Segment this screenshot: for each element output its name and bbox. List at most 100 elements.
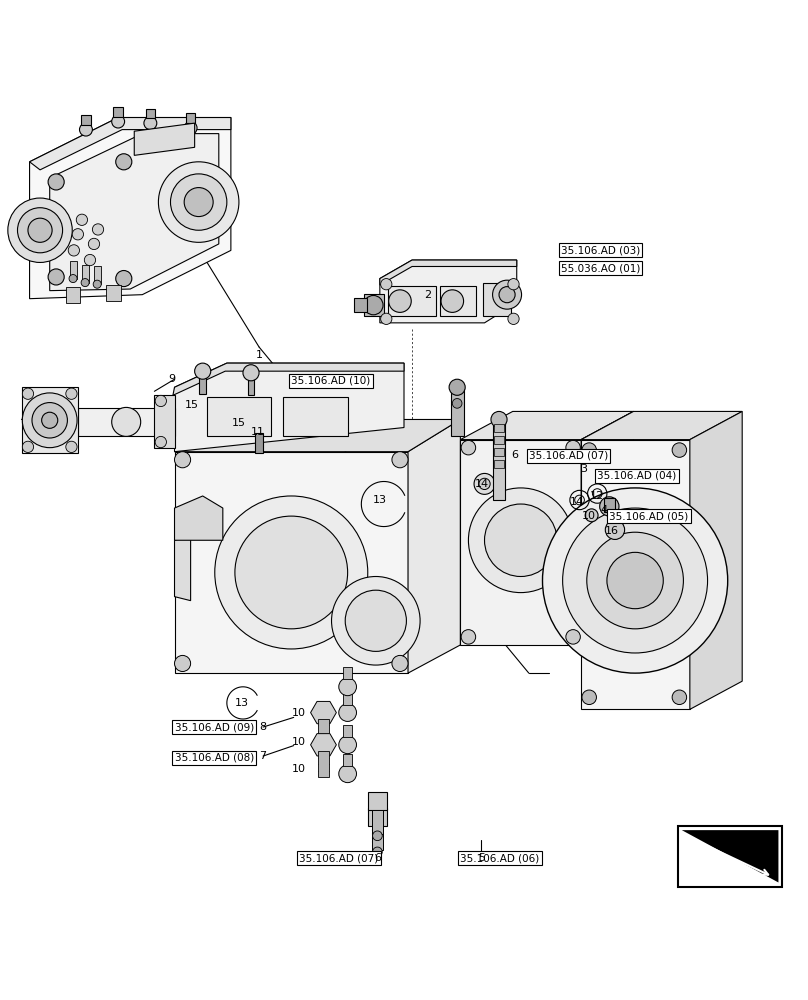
Polygon shape <box>154 395 175 448</box>
Bar <box>494 436 504 444</box>
Circle shape <box>116 154 132 170</box>
Bar <box>343 754 352 766</box>
Circle shape <box>441 290 464 312</box>
Circle shape <box>235 516 347 629</box>
Circle shape <box>79 123 92 136</box>
Text: 14: 14 <box>570 497 584 507</box>
Circle shape <box>339 678 356 696</box>
Circle shape <box>184 122 197 134</box>
Polygon shape <box>310 701 336 724</box>
Circle shape <box>600 497 619 516</box>
Bar <box>494 460 504 468</box>
Circle shape <box>461 440 476 455</box>
Circle shape <box>479 478 490 490</box>
Bar <box>494 448 504 456</box>
Circle shape <box>88 238 99 250</box>
Circle shape <box>381 279 392 290</box>
Polygon shape <box>175 419 461 452</box>
Circle shape <box>65 388 77 399</box>
Circle shape <box>158 162 239 242</box>
Text: 10: 10 <box>292 737 306 747</box>
Bar <box>343 693 352 705</box>
Text: 35.106.AD (04): 35.106.AD (04) <box>597 471 676 481</box>
Circle shape <box>72 229 83 240</box>
Polygon shape <box>380 260 517 285</box>
Polygon shape <box>461 440 581 645</box>
Text: 35.106.AD (03): 35.106.AD (03) <box>561 245 640 255</box>
Bar <box>248 373 255 395</box>
Text: 35.106.AD (06): 35.106.AD (06) <box>461 853 540 863</box>
Text: 14: 14 <box>475 479 489 489</box>
Bar <box>200 371 206 394</box>
Text: 10: 10 <box>583 511 596 521</box>
Polygon shape <box>380 260 517 323</box>
Circle shape <box>155 436 166 448</box>
Circle shape <box>144 117 157 130</box>
Polygon shape <box>581 440 690 709</box>
Circle shape <box>372 847 382 857</box>
Circle shape <box>116 271 132 287</box>
Text: 6: 6 <box>511 450 519 460</box>
Polygon shape <box>581 411 743 440</box>
Text: 55.036.AO (01): 55.036.AO (01) <box>561 263 641 273</box>
Circle shape <box>491 411 507 428</box>
Circle shape <box>76 214 87 225</box>
Bar <box>388 286 436 316</box>
Polygon shape <box>682 830 778 882</box>
Text: 15: 15 <box>232 418 246 428</box>
Circle shape <box>68 245 79 256</box>
Text: 35.106.AD (07): 35.106.AD (07) <box>299 853 379 863</box>
Text: 10: 10 <box>292 764 306 774</box>
Polygon shape <box>22 387 78 453</box>
Circle shape <box>215 496 368 649</box>
Bar <box>81 115 90 125</box>
Circle shape <box>112 407 141 436</box>
Bar <box>343 667 352 679</box>
Circle shape <box>18 208 62 253</box>
Circle shape <box>672 443 687 457</box>
Polygon shape <box>175 452 408 673</box>
Circle shape <box>582 443 596 457</box>
Circle shape <box>585 509 598 522</box>
Circle shape <box>243 365 259 381</box>
Bar <box>284 397 347 436</box>
Polygon shape <box>690 411 743 709</box>
Circle shape <box>112 115 124 128</box>
Bar <box>368 792 387 810</box>
Text: 5: 5 <box>478 853 485 863</box>
Circle shape <box>474 473 495 494</box>
Circle shape <box>605 520 625 539</box>
Text: 12: 12 <box>590 491 604 501</box>
Bar <box>106 285 120 301</box>
Polygon shape <box>30 118 231 170</box>
Circle shape <box>92 224 103 235</box>
Bar <box>604 498 615 512</box>
Text: 10: 10 <box>292 708 306 718</box>
Bar <box>372 810 383 834</box>
Polygon shape <box>175 363 404 452</box>
Polygon shape <box>175 496 223 540</box>
Circle shape <box>339 704 356 721</box>
Circle shape <box>81 279 89 287</box>
Circle shape <box>607 552 663 609</box>
Bar <box>343 725 352 737</box>
Circle shape <box>155 395 166 407</box>
Circle shape <box>93 280 101 288</box>
Circle shape <box>23 388 34 399</box>
Circle shape <box>65 441 77 452</box>
Circle shape <box>8 198 72 262</box>
Circle shape <box>392 655 408 672</box>
Bar <box>354 298 367 312</box>
Bar <box>145 109 155 118</box>
Bar <box>440 286 477 316</box>
Bar <box>69 261 77 279</box>
Circle shape <box>48 269 64 285</box>
Circle shape <box>23 441 34 452</box>
Bar <box>94 266 101 284</box>
Text: 8: 8 <box>259 722 267 732</box>
Circle shape <box>331 576 420 665</box>
Bar <box>364 294 384 316</box>
Circle shape <box>508 313 520 324</box>
Bar <box>483 283 511 316</box>
Text: 16: 16 <box>604 526 619 536</box>
